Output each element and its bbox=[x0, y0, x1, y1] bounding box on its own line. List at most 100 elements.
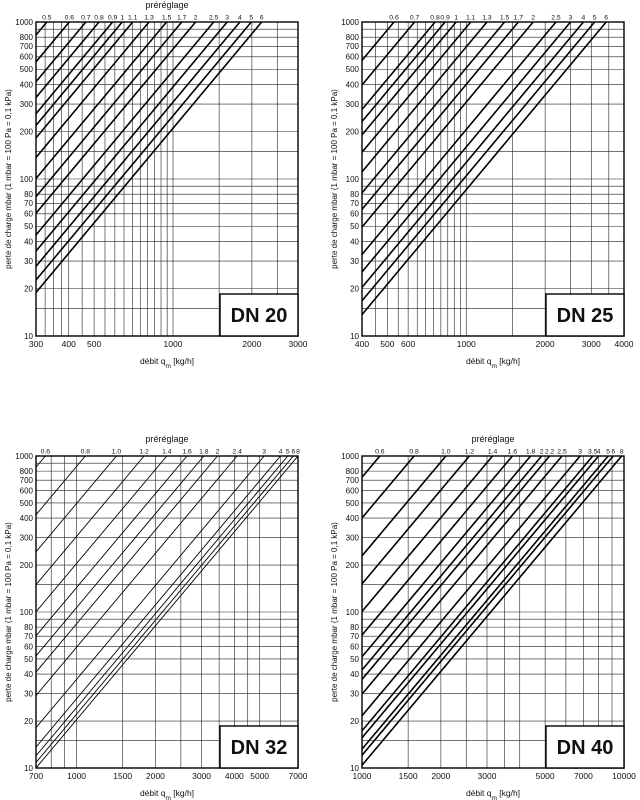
y-tick-label: 10 bbox=[350, 332, 359, 341]
y-tick-label: 40 bbox=[350, 237, 359, 246]
x-tick-label: 500 bbox=[87, 339, 101, 349]
y-tick-label: 60 bbox=[24, 210, 33, 219]
y-tick-label: 600 bbox=[20, 486, 34, 495]
series-group bbox=[36, 456, 298, 768]
series-line-5 bbox=[36, 456, 289, 757]
dn-label: DN 40 bbox=[557, 737, 614, 759]
preset-label: 6 bbox=[611, 449, 615, 456]
preset-label: 0.5 bbox=[42, 15, 52, 22]
preset-label: 1.7 bbox=[514, 15, 524, 22]
preset-label: 4 bbox=[582, 15, 586, 22]
preset-label: 1.6 bbox=[182, 449, 192, 456]
preset-label: 1.3 bbox=[144, 15, 154, 22]
x-tick-label: 3000 bbox=[192, 771, 211, 781]
preset-label: 2 bbox=[531, 15, 535, 22]
dn-label-box bbox=[545, 293, 625, 337]
series-line-4 bbox=[36, 456, 281, 748]
dn-label: DN 20 bbox=[231, 305, 288, 327]
preset-label: 5 bbox=[606, 449, 610, 456]
preset-label: 2.5 bbox=[557, 449, 567, 456]
y-tick-label: 50 bbox=[350, 222, 359, 231]
series-line-5 bbox=[362, 456, 609, 751]
series-line-6 bbox=[36, 456, 294, 764]
y-tick-label: 60 bbox=[24, 642, 33, 651]
x-tick-label: 5000 bbox=[250, 771, 269, 781]
preset-label: 0.8 bbox=[409, 449, 419, 456]
series-line-2 bbox=[362, 456, 543, 672]
chart-title: préréglage bbox=[471, 434, 514, 444]
series-line-0_8 bbox=[36, 22, 100, 99]
series-line-8 bbox=[362, 456, 623, 767]
series-line-5 bbox=[362, 22, 596, 303]
preset-label: 8 bbox=[620, 449, 624, 456]
y-tick-label: 80 bbox=[350, 623, 359, 632]
series-line-6 bbox=[362, 22, 607, 316]
preset-label: 0.9 bbox=[108, 15, 118, 22]
y-tick-label: 40 bbox=[350, 670, 359, 679]
y-tick-label: 800 bbox=[20, 33, 34, 42]
series-group bbox=[36, 22, 263, 294]
series-line-2_5 bbox=[362, 22, 557, 256]
x-tick-label: 1000 bbox=[67, 771, 86, 781]
x-tick-label: 1500 bbox=[113, 771, 132, 781]
preset-label: 1.1 bbox=[466, 15, 476, 22]
preset-label: 3.5 bbox=[588, 449, 598, 456]
preset-label: 5 bbox=[249, 15, 253, 22]
y-tick-label: 600 bbox=[346, 53, 360, 62]
preset-label: 0.9 bbox=[440, 15, 450, 22]
chart-dn-20: 0.5 0.6 0.7 0.8 0.9 1 1.1 1.3 1.5 1.7 2 2.5 3 4 5 6 prér… bbox=[4, 0, 308, 370]
series-line-1_1 bbox=[36, 22, 134, 140]
x-tick-label: 2000 bbox=[536, 339, 555, 349]
preset-label: 1.0 bbox=[112, 449, 122, 456]
preset-label: 3 bbox=[569, 15, 573, 22]
x-tick-label: 1000 bbox=[457, 339, 476, 349]
dn-label-box bbox=[219, 725, 299, 769]
x-axis-label: débit qm [kg/h] bbox=[466, 356, 520, 370]
plot-frame bbox=[361, 21, 625, 337]
series-line-0_8 bbox=[362, 22, 436, 111]
series-group bbox=[362, 22, 607, 316]
y-tick-label: 300 bbox=[20, 533, 34, 542]
preset-label: 5 bbox=[593, 15, 597, 22]
preset-label: 0.6 bbox=[65, 15, 75, 22]
series-line-3 bbox=[362, 456, 581, 717]
series-line-0_9 bbox=[362, 22, 446, 123]
preset-label: 2.5 bbox=[209, 15, 219, 22]
preset-label: 1.3 bbox=[482, 15, 492, 22]
y-axis-label: perte de charge mbar (1 mbar = 100 Pa = … bbox=[330, 522, 339, 702]
x-axis-label: débit qm [kg/h] bbox=[140, 788, 194, 800]
series-line-2_4 bbox=[36, 456, 238, 697]
y-axis-label: perte de charge mbar (1 mbar = 100 Pa = … bbox=[330, 89, 339, 269]
y-tick-label: 700 bbox=[346, 476, 360, 485]
preset-label: 2 bbox=[540, 449, 544, 456]
x-tick-label: 7000 bbox=[289, 771, 308, 781]
series-line-1_7 bbox=[362, 22, 519, 211]
series-line-1_5 bbox=[362, 22, 506, 195]
preset-label: 2.4 bbox=[232, 449, 242, 456]
y-tick-label: 60 bbox=[350, 210, 359, 219]
chart-title: préréglage bbox=[145, 0, 188, 10]
preset-label: 1.8 bbox=[526, 449, 536, 456]
series-line-1_2 bbox=[36, 456, 145, 586]
preset-label: 4 bbox=[597, 449, 601, 456]
preset-label: 1.0 bbox=[441, 449, 451, 456]
chart-dn-25: 0.6 0.7 0.8 0.9 1 1.1 1.3 1.5 1.7 2 2.5 3 4 5 6 10 20 30 4… bbox=[330, 15, 634, 370]
preset-label: 0.7 bbox=[81, 15, 91, 22]
preset-label: 1.5 bbox=[162, 15, 172, 22]
series-line-0_8 bbox=[362, 456, 415, 520]
y-tick-label: 600 bbox=[346, 486, 360, 495]
x-tick-label: 1500 bbox=[399, 771, 418, 781]
preset-label: 0.6 bbox=[375, 449, 385, 456]
series-line-3 bbox=[36, 22, 228, 253]
preset-label: 1 bbox=[454, 15, 458, 22]
preset-label: 1.7 bbox=[177, 15, 187, 22]
chart-dn-32: 0.6 0.8 1.0 1.2 1.4 1.6 1.8 2 2.4 3 4 5 6 8 préréglage… bbox=[4, 434, 308, 800]
y-tick-label: 300 bbox=[20, 100, 34, 109]
preset-label: 6 bbox=[604, 15, 608, 22]
y-tick-label: 70 bbox=[24, 199, 33, 208]
y-tick-label: 40 bbox=[24, 237, 33, 246]
y-tick-label: 800 bbox=[346, 467, 360, 476]
y-axis-label: perte de charge mbar (1 mbar = 100 Pa = … bbox=[4, 522, 13, 702]
preset-label: 1.5 bbox=[500, 15, 510, 22]
preset-label: 0.8 bbox=[81, 449, 91, 456]
